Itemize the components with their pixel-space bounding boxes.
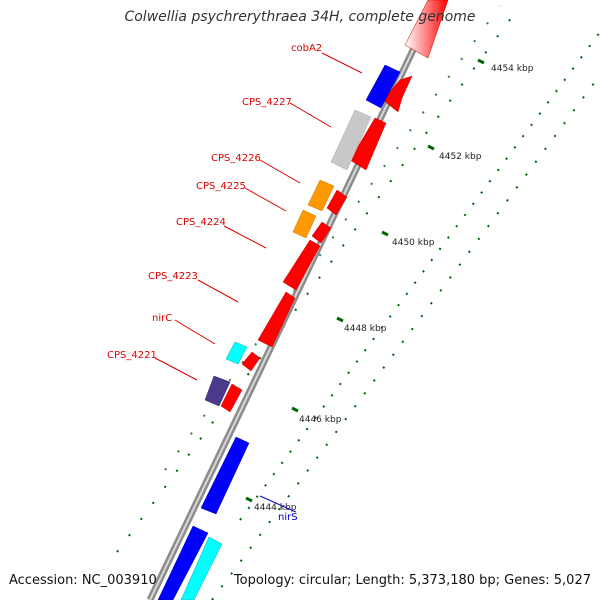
scale-label-4446: 4446 kbp: [299, 415, 342, 425]
forward-genes: [220, 0, 449, 413]
gene-label-nirS: nirS: [278, 512, 298, 523]
gene-lower-cyan: [180, 536, 223, 600]
gene-CPS4227: [330, 109, 372, 171]
gene-CPS4225: [292, 209, 317, 239]
gene-label-CPS4226: CPS_4226: [211, 153, 261, 164]
gene-nirC-fwd: [241, 351, 261, 372]
scale-label-4444: 4444 kbp: [254, 503, 297, 513]
gene-CPS4224-fwd: [282, 239, 321, 291]
gene-nirS: [200, 436, 250, 515]
scale-label-4450: 4450 kbp: [392, 238, 435, 248]
gene-cobA2-fwd: [382, 75, 413, 113]
map-title: Colwellia psychrerythraea 34H, complete …: [124, 9, 476, 25]
inner-dotted-guide: [211, 74, 600, 600]
lower-dotted-guide: [164, 5, 501, 471]
gene-label-CPS4224: CPS_4224: [176, 217, 226, 228]
label-leaders: [154, 52, 363, 381]
gene-label-nirC: nirC: [152, 313, 172, 324]
scale-label-4452: 4452 kbp: [439, 152, 482, 162]
gene-label-CPS4221: CPS_4221: [107, 350, 157, 361]
gene-labels: cobA2 CPS_4227 CPS_4226 CPS_4225 CPS_422…: [107, 43, 322, 523]
accession-text: Accession: NC_003910: [9, 573, 157, 588]
gene-CPS4226-fwd: [326, 189, 348, 216]
gene-CPS4221-fwd: [220, 383, 243, 413]
gene-CPS4223-fwd: [257, 291, 296, 348]
genome-summary: Topology: circular; Length: 5,373,180 bp…: [233, 573, 591, 588]
gene-label-cobA2: cobA2: [291, 43, 322, 54]
gene-label-CPS4227: CPS_4227: [242, 97, 292, 108]
gene-label-CPS4225: CPS_4225: [196, 181, 246, 192]
gene-nirC: [225, 341, 248, 365]
gene-cobA2: [365, 64, 401, 109]
label-leader-nirS: [259, 495, 297, 513]
gene-CPS4226: [307, 179, 335, 212]
gene-label-CPS4223: CPS_4223: [148, 271, 198, 282]
gene-CPS4221: [204, 375, 231, 407]
scale-ticks: [245, 58, 485, 503]
scale-label-4448: 4448 kbp: [344, 324, 387, 334]
gene-CPS4227-fwd: [349, 117, 387, 171]
scale-dotted-track: [239, 31, 600, 521]
scale-labels: 4444 kbp 4446 kbp 4448 kbp 4450 kbp 4452…: [254, 64, 534, 513]
gene-lower-blue: [157, 525, 209, 600]
gene-top-red: [404, 0, 449, 59]
scale-label-4454: 4454 kbp: [491, 64, 534, 74]
gene-CPS4225-fwd: [311, 221, 332, 244]
